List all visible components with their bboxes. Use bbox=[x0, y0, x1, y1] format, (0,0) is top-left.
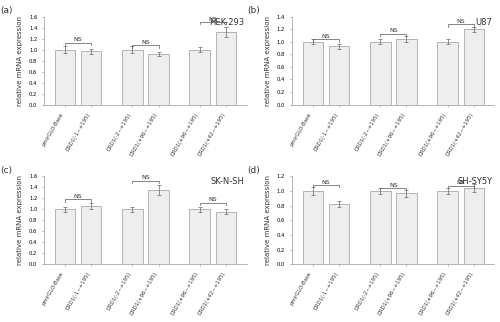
Bar bbox=[148, 54, 169, 105]
Bar bbox=[302, 191, 323, 264]
Bar bbox=[122, 50, 142, 105]
Text: SK-N-SH: SK-N-SH bbox=[210, 177, 244, 186]
Bar bbox=[81, 206, 102, 264]
Text: NS: NS bbox=[208, 17, 217, 22]
Bar bbox=[81, 51, 102, 105]
Bar bbox=[190, 50, 210, 105]
Bar bbox=[328, 46, 349, 105]
Bar bbox=[464, 29, 484, 105]
Text: NS: NS bbox=[141, 40, 150, 45]
Bar bbox=[54, 209, 75, 264]
Text: U87: U87 bbox=[476, 18, 492, 27]
Text: NS: NS bbox=[74, 37, 82, 42]
Bar bbox=[438, 191, 458, 264]
Y-axis label: relative mRNA expression: relative mRNA expression bbox=[18, 175, 24, 265]
Text: NS: NS bbox=[141, 175, 150, 180]
Text: NS: NS bbox=[389, 183, 398, 188]
Y-axis label: relative mRNA expression: relative mRNA expression bbox=[266, 16, 272, 106]
Bar bbox=[370, 42, 390, 105]
Bar bbox=[396, 39, 416, 105]
Text: NS: NS bbox=[322, 180, 330, 185]
Bar bbox=[328, 204, 349, 264]
Y-axis label: relative mRNA expression: relative mRNA expression bbox=[266, 175, 272, 265]
Bar bbox=[396, 193, 416, 264]
Text: (d): (d) bbox=[248, 166, 260, 175]
Bar bbox=[438, 42, 458, 105]
Text: NS: NS bbox=[74, 194, 82, 199]
Bar bbox=[148, 190, 169, 264]
Text: HEK-293: HEK-293 bbox=[210, 18, 244, 27]
Text: NS: NS bbox=[456, 181, 465, 185]
Text: SH-SY5Y: SH-SY5Y bbox=[458, 177, 492, 186]
Bar bbox=[464, 188, 484, 264]
Bar bbox=[216, 212, 236, 264]
Bar bbox=[370, 191, 390, 264]
Text: (a): (a) bbox=[0, 6, 12, 15]
Bar bbox=[190, 209, 210, 264]
Text: NS: NS bbox=[456, 19, 465, 24]
Text: (c): (c) bbox=[0, 166, 12, 175]
Bar bbox=[54, 50, 75, 105]
Bar bbox=[216, 32, 236, 105]
Bar bbox=[302, 42, 323, 105]
Text: (b): (b) bbox=[248, 6, 260, 15]
Text: NS: NS bbox=[322, 34, 330, 39]
Text: NS: NS bbox=[389, 28, 398, 33]
Text: NS: NS bbox=[208, 197, 217, 202]
Bar bbox=[122, 209, 142, 264]
Y-axis label: relative mRNA expression: relative mRNA expression bbox=[18, 16, 24, 106]
